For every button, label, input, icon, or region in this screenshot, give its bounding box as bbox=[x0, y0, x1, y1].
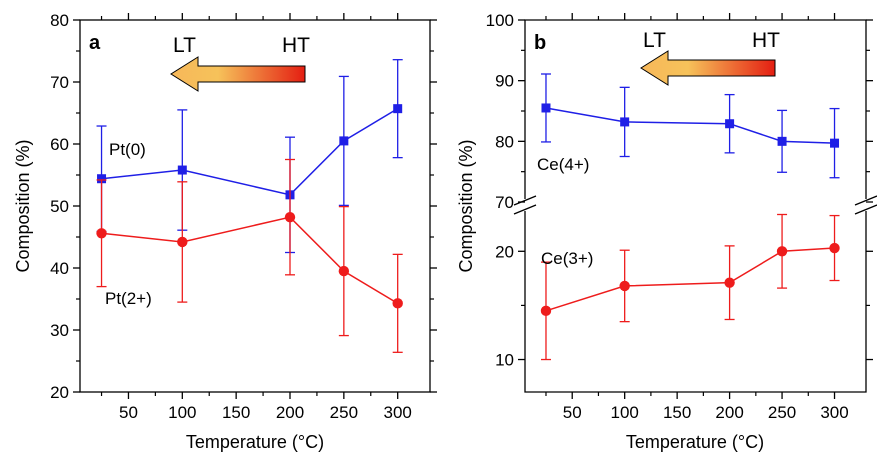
panel-b-ticks bbox=[518, 13, 873, 399]
panel-a-x-tick-label-200: 200 bbox=[276, 403, 304, 422]
panel-a-data-point bbox=[177, 236, 188, 248]
panel-a-y-tick-label-70: 70 bbox=[50, 73, 69, 92]
panel-a-series-label-pt0: Pt(0) bbox=[109, 140, 146, 159]
panel-a-x-tick-label-300: 300 bbox=[384, 403, 412, 422]
panel-a-series-1 bbox=[96, 158, 403, 353]
panel-a-series-line-0 bbox=[101, 108, 399, 196]
panel-a-y-axis-title: Composition (%) bbox=[13, 139, 33, 272]
panel-b-x-tick-label-150: 150 bbox=[663, 403, 691, 422]
panel-b-data-point bbox=[829, 242, 840, 254]
panel-a-plot-area bbox=[96, 59, 403, 353]
panel-a-ticks bbox=[73, 13, 437, 399]
panel-a-series-label-pt2: Pt(2+) bbox=[105, 289, 152, 308]
panel-b-y-tick-label-80: 80 bbox=[495, 132, 514, 151]
panel-b-series-line-0 bbox=[545, 107, 835, 144]
panel-b-data-point bbox=[541, 103, 551, 113]
panel-b-plot-area bbox=[540, 73, 840, 361]
panel-b-data-point bbox=[830, 138, 840, 148]
panel-b-x-axis-title: Temperature (°C) bbox=[626, 432, 764, 452]
panel-b-y-tick-label-10: 10 bbox=[495, 351, 514, 370]
panel-a-y-tick-label-60: 60 bbox=[50, 135, 69, 154]
panel-a-x-tick-label-50: 50 bbox=[119, 403, 138, 422]
panel-b-series-0 bbox=[540, 73, 840, 179]
panel-a-y-tick-labels: 20 30 40 50 60 70 80 bbox=[50, 11, 69, 402]
panel-b-series-label-ce4: Ce(4+) bbox=[537, 155, 589, 174]
panel-a-data-point bbox=[284, 211, 296, 223]
panel-b-frame bbox=[524, 19, 867, 393]
panel-a-data-point bbox=[97, 174, 107, 184]
panel-b-x-tick-label-300: 300 bbox=[820, 403, 848, 422]
panel-a-data-point bbox=[177, 165, 187, 175]
panel-b-x-tick-labels: 50 100 150 200 250 300 bbox=[563, 403, 849, 422]
panel-a-x-tick-labels: 50 100 150 200 250 300 bbox=[119, 403, 412, 422]
panel-b-data-point bbox=[725, 119, 735, 129]
panel-b-x-tick-label-100: 100 bbox=[610, 403, 638, 422]
panel-a-y-tick-label-80: 80 bbox=[50, 11, 69, 30]
panel-b-data-point bbox=[724, 277, 735, 288]
panel-a-y-tick-label-50: 50 bbox=[50, 197, 69, 216]
panel-a-y-tick-label-20: 20 bbox=[50, 383, 69, 402]
panel-a-y-tick-label-40: 40 bbox=[50, 259, 69, 278]
panel-a-data-point bbox=[338, 265, 350, 277]
panel-b-direction-arrow bbox=[640, 50, 776, 86]
panel-a-direction-arrow bbox=[170, 56, 306, 92]
panel-b-series-1 bbox=[540, 213, 840, 361]
panel-b-y-tick-label-70: 70 bbox=[495, 193, 514, 212]
panel-b-data-point bbox=[540, 305, 552, 317]
panel-a-letter: a bbox=[89, 32, 101, 54]
panel-b-x-tick-label-250: 250 bbox=[768, 403, 796, 422]
panel-a-x-tick-label-100: 100 bbox=[168, 403, 196, 422]
panel-b-data-point bbox=[776, 246, 788, 257]
panel-a-x-tick-label-250: 250 bbox=[330, 403, 358, 422]
panel-b-letter: b bbox=[534, 32, 546, 54]
panel-a: 20 30 40 50 60 70 80 50 100 150 200 250 300 a LT HT… bbox=[13, 11, 437, 452]
panel-a-data-point bbox=[393, 104, 403, 114]
panel-b-ht-label: HT bbox=[752, 29, 780, 52]
panel-b-y-axis-title: Composition (%) bbox=[456, 139, 476, 272]
panel-b-y-tick-label-100: 100 bbox=[486, 11, 514, 30]
panel-b-lt-label: LT bbox=[643, 29, 666, 52]
panel-b-data-point bbox=[619, 280, 630, 292]
panel-a-y-tick-label-30: 30 bbox=[50, 321, 69, 340]
panel-a-ht-label: HT bbox=[282, 34, 310, 57]
panel-b-y-tick-label-20: 20 bbox=[495, 242, 514, 261]
panel-b-data-point bbox=[620, 117, 630, 127]
panel-a-lt-label: LT bbox=[173, 34, 196, 57]
panel-b-y-tick-label-90: 90 bbox=[495, 72, 514, 91]
panel-a-data-point bbox=[339, 136, 349, 146]
panel-a-data-point bbox=[392, 298, 403, 309]
panel-b-y-tick-labels: 70 80 90 100 10 20 bbox=[486, 11, 514, 370]
panel-b-data-point bbox=[777, 136, 787, 146]
panel-b-axis-break bbox=[513, 195, 877, 215]
panel-b-x-tick-label-50: 50 bbox=[563, 403, 582, 422]
panel-a-data-point bbox=[96, 228, 107, 239]
panel-a-x-axis-title: Temperature (°C) bbox=[186, 432, 324, 452]
panel-b-series-label-ce3: Ce(3+) bbox=[541, 249, 593, 268]
panel-a-x-tick-label-150: 150 bbox=[222, 403, 250, 422]
panel-b-x-tick-label-200: 200 bbox=[715, 403, 743, 422]
